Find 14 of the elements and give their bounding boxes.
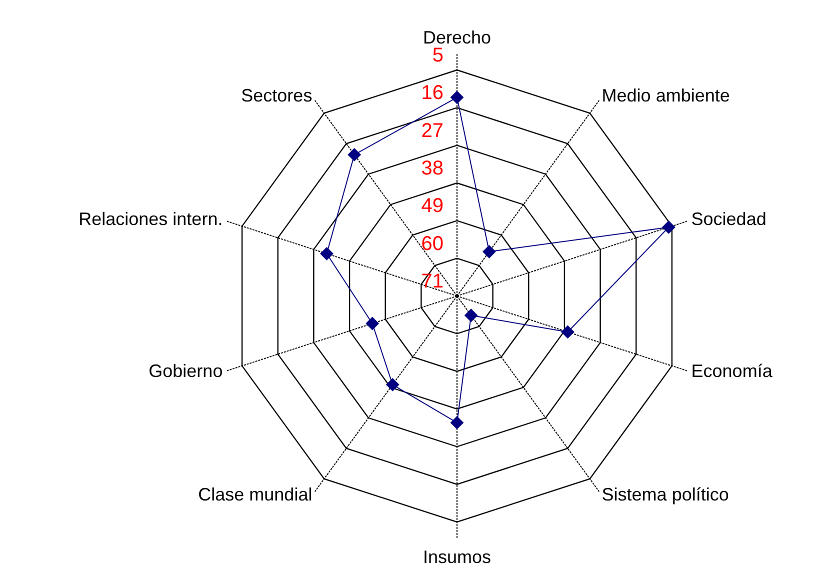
y-tick-label: 60 [421,232,444,255]
spoke-label: Economía [691,361,774,382]
spoke-label: Sociedad [691,208,766,229]
y-tick-label: 27 [421,120,444,142]
y-tick-label: 38 [421,157,444,180]
spoke-label: Clase mundial [198,484,312,504]
y-tick-label: 16 [421,82,444,104]
spoke-label: Sectores [241,86,312,106]
spoke-label: Sistema político [602,484,729,504]
spoke-label: Insumos [422,547,492,568]
spoke-label: Relaciones intern. [78,208,223,229]
spoke-label: Medio ambiente [602,86,730,106]
spoke-label: Gobierno [148,361,223,382]
y-tick-label: 49 [421,195,444,218]
